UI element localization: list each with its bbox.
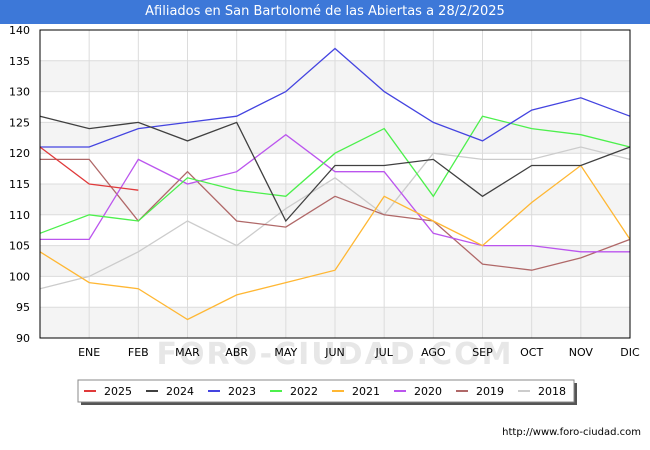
series-line-2025 bbox=[39, 146, 139, 191]
y-tick-label: 95 bbox=[16, 301, 30, 314]
series-line-2020 bbox=[40, 133, 630, 253]
x-tick-label: ABR bbox=[225, 346, 248, 359]
legend: 2025 2024 2023 2022 2021 2020 2019 2018 bbox=[77, 379, 577, 405]
source-url[interactable]: http://www.foro-ciudad.com bbox=[502, 427, 641, 438]
chart-title: Afiliados en San Bartolomé de las Abiert… bbox=[0, 0, 650, 24]
y-tick-label: 130 bbox=[9, 86, 30, 99]
series-lines bbox=[39, 47, 631, 321]
legend-label-2019: 2019 bbox=[476, 385, 504, 398]
legend-label-2022: 2022 bbox=[290, 385, 318, 398]
x-tick-label: MAR bbox=[175, 346, 200, 359]
x-axis-ticks: ENE FEB MAR ABR MAY JUN JUL AGO SEP OCT NOV DIC bbox=[78, 346, 640, 359]
x-tick-label: NOV bbox=[569, 346, 594, 359]
series-line-2022 bbox=[39, 115, 631, 234]
legend-box bbox=[77, 379, 575, 403]
y-tick-label: 110 bbox=[9, 209, 30, 222]
legend-label-2023: 2023 bbox=[228, 385, 256, 398]
x-tick-label: ENE bbox=[78, 346, 100, 359]
series-line-2021 bbox=[39, 164, 631, 321]
legend-label-2024: 2024 bbox=[166, 385, 194, 398]
x-tick-label: JUL bbox=[374, 346, 393, 359]
y-tick-label: 120 bbox=[9, 147, 30, 160]
y-tick-label: 105 bbox=[9, 240, 30, 253]
x-tick-label: FEB bbox=[128, 346, 149, 359]
legend-label-2020: 2020 bbox=[414, 385, 442, 398]
x-tick-label: JUN bbox=[324, 346, 345, 359]
y-tick-label: 125 bbox=[9, 116, 30, 129]
series-line-2023 bbox=[40, 47, 631, 148]
x-tick-label: SEP bbox=[472, 346, 493, 359]
y-tick-label: 100 bbox=[9, 270, 30, 283]
y-tick-label: 135 bbox=[9, 55, 30, 68]
x-tick-label: OCT bbox=[520, 346, 543, 359]
x-tick-label: MAY bbox=[274, 346, 297, 359]
x-tick-label: DIC bbox=[620, 346, 640, 359]
series-line-2024 bbox=[39, 115, 631, 223]
x-tick-label: AGO bbox=[421, 346, 446, 359]
watermark: FORO-CIUDAD.COM bbox=[157, 337, 514, 372]
y-tick-label: 140 bbox=[9, 24, 30, 37]
legend-label-2021: 2021 bbox=[352, 385, 380, 398]
y-tick-label: 90 bbox=[16, 332, 30, 345]
y-axis-ticks: 90 95 100 105 110 115 120 125 130 135 140 bbox=[9, 24, 30, 345]
plot-frame bbox=[39, 29, 631, 339]
y-tick-label: 115 bbox=[9, 178, 30, 191]
legend-label-2025: 2025 bbox=[104, 385, 132, 398]
series-line-2018 bbox=[39, 146, 631, 290]
legend-label-2018: 2018 bbox=[538, 385, 566, 398]
